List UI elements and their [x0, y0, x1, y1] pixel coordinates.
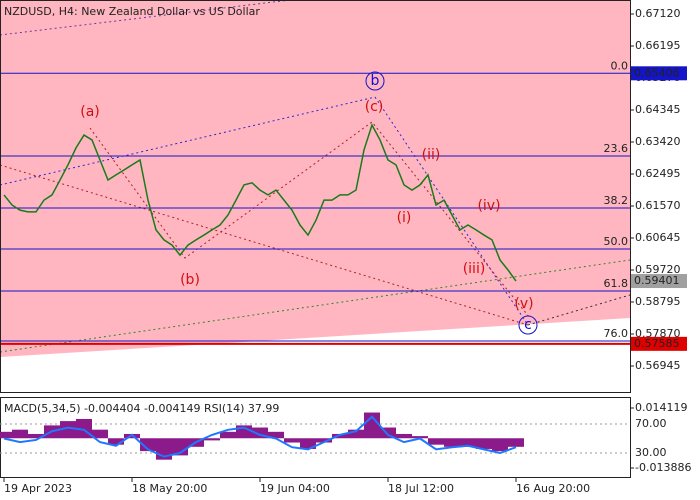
x-tick-label: 16 Aug 20:00 — [516, 482, 590, 495]
wave-label: (a) — [80, 104, 100, 120]
wave-label: b — [371, 73, 380, 89]
macd-bar — [364, 412, 380, 439]
fib-zone — [0, 0, 630, 357]
y-tick-label: 0.58795 — [635, 295, 681, 308]
macd-bar — [140, 438, 156, 452]
wave-labels: (a) (b) (c) b (i) (ii) (iii) (iv) (v) c — [80, 71, 538, 335]
fib-label: 23.6 — [604, 142, 629, 155]
y-tick-label: 0.61570 — [635, 199, 681, 212]
y-tick-label: 0.59720 — [635, 263, 681, 276]
macd-bar — [316, 438, 332, 443]
macd-bar — [220, 431, 236, 439]
price-line — [3, 123, 517, 282]
macd-bar — [204, 438, 220, 441]
macd-bar — [252, 427, 268, 439]
wave-label: (b) — [180, 272, 200, 288]
y-tick-label: -0.013886 — [635, 461, 691, 474]
macd-bar — [396, 433, 412, 439]
macd-bar — [492, 438, 508, 452]
fib-label: 50.0 — [604, 235, 629, 248]
macd-bar — [300, 438, 316, 449]
fib-label: 76.0 — [604, 327, 629, 340]
structure-lines — [0, 0, 631, 353]
y-tick-label: 0.57870 — [635, 327, 681, 340]
macd-bar — [332, 433, 348, 439]
y-tick-label: 0.014119 — [635, 401, 688, 414]
macd-bar — [428, 438, 444, 445]
trend-line — [374, 96, 529, 326]
price-marker-label: 0.65406 — [634, 66, 680, 79]
trend-line — [89, 121, 531, 319]
macd-bar — [284, 438, 300, 443]
fib-label: 38.2 — [604, 194, 629, 207]
macd-bar — [476, 438, 492, 449]
y-tick-label: 0.60645 — [635, 231, 681, 244]
price-marker-label: 0.57585 — [634, 337, 680, 350]
wave-label: (v) — [514, 296, 533, 312]
y-tick-label: 0.67120 — [635, 7, 681, 20]
macd-bar — [92, 429, 108, 439]
macd-bar — [380, 427, 396, 439]
main-frame — [0, 0, 631, 393]
indicator-title: MACD(5,34,5) -0.004404 -0.004149 RSI(14)… — [4, 402, 279, 415]
wave-circle — [518, 315, 538, 335]
y-tick-label: 0.62495 — [635, 167, 681, 180]
wave-label: (iii) — [463, 261, 486, 277]
fib-label: 0.0 — [611, 59, 629, 72]
trend-line — [0, 259, 631, 353]
macd-bar — [268, 431, 284, 439]
wave-circle — [365, 71, 385, 91]
macd-bar — [412, 436, 428, 439]
wave-label: (ii) — [422, 147, 441, 163]
chart-title: NZDUSD, H4: New Zealand Dollar vs US Dol… — [4, 5, 260, 18]
macd-bar — [12, 429, 28, 439]
y2-tick-label: 30.00 — [635, 446, 667, 459]
y2-tick-label: 70.00 — [635, 417, 667, 430]
trend-line — [0, 164, 529, 326]
price-marker — [631, 336, 687, 351]
wave-label: (iv) — [477, 198, 500, 214]
macd-bar — [444, 438, 460, 447]
macd-bar — [60, 421, 76, 439]
macd-bar — [348, 429, 364, 439]
price-marker-label: 0.59401 — [634, 274, 680, 287]
y-tick-label: 0.63420 — [635, 135, 681, 148]
fib-label: 61.8 — [604, 277, 629, 290]
macd-bar — [108, 438, 124, 445]
x-tick-label: 18 May 20:00 — [132, 482, 207, 495]
x-tick-label: 18 Jul 12:00 — [388, 482, 454, 495]
macd-bar — [0, 431, 12, 439]
x-tick-label: 19 Jun 04:00 — [260, 482, 330, 495]
y-tick-label: 0.56945 — [635, 359, 681, 372]
wave-label: c — [524, 317, 532, 333]
macd-bar — [508, 438, 524, 447]
y-tick-label: 0.66195 — [635, 39, 681, 52]
price-marker — [631, 66, 687, 81]
price-marker — [631, 274, 687, 289]
wave-label: (c) — [365, 99, 384, 115]
plot — [0, 72, 630, 345]
macd-bar — [28, 433, 44, 439]
y-tick-label: 0.64345 — [635, 103, 681, 116]
macd-bar — [460, 438, 476, 447]
rsi-line — [3, 415, 517, 458]
x-tick-label: 19 Apr 2023 — [4, 482, 72, 495]
trend-line — [0, 96, 376, 186]
trend-line — [0, 0, 291, 36]
wave-label: (i) — [397, 210, 412, 226]
